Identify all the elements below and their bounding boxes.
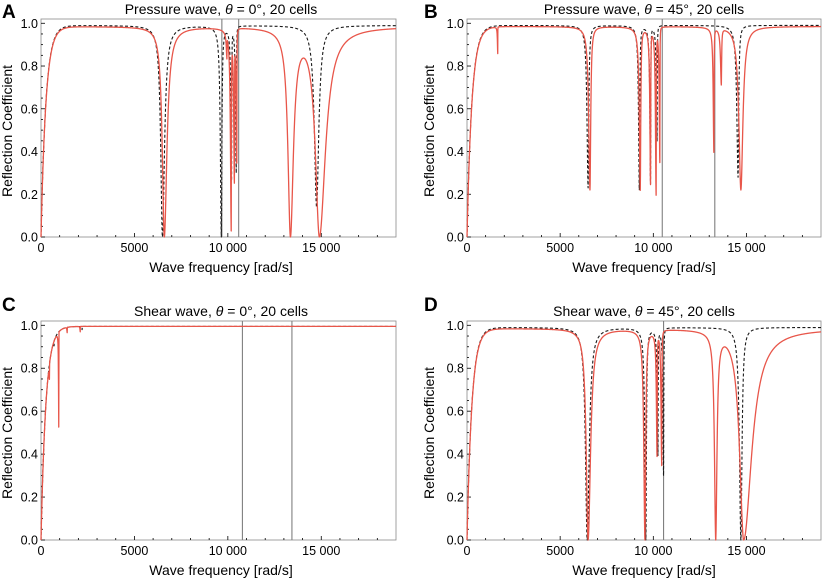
panel-b-xlabel: Wave frequency [rad/s] (572, 259, 715, 275)
y-tick-label: 0.2 (447, 491, 464, 505)
panel-a: A Pressure wave, θ = 0°, 20 cells Wave f… (0, 1, 397, 275)
y-tick-label: 0.2 (447, 188, 464, 202)
x-tick-label: 10 000 (209, 241, 247, 255)
y-tick-label: 0.4 (447, 448, 464, 462)
y-tick-label: 0.2 (21, 491, 38, 505)
y-tick-label: 0.8 (447, 362, 464, 376)
x-tick-label: 15 000 (302, 544, 340, 558)
panel-d-letter: D (424, 295, 438, 316)
y-tick-label: 0.8 (21, 362, 38, 376)
y-tick-label: 1.0 (447, 17, 464, 31)
y-tick-label: 0.0 (447, 231, 464, 245)
panel-d-title: Shear wave, θ = 45°, 20 cells (553, 303, 735, 319)
panel-b-letter: B (424, 2, 438, 23)
y-tick-label: 0.4 (447, 145, 464, 159)
panel-b: B Pressure wave, θ = 45°, 20 cells Wave … (421, 1, 822, 275)
y-tick-label: 0.0 (447, 534, 464, 548)
plot-frame (40, 320, 397, 541)
y-tick-label: 0.6 (447, 102, 464, 116)
x-tick-label: 0 (464, 241, 471, 255)
panel-d-xlabel: Wave frequency [rad/s] (572, 562, 715, 578)
panel-c-title: Shear wave, θ = 0°, 20 cells (134, 303, 308, 319)
panel-d: D Shear wave, θ = 45°, 20 cells Wave fre… (421, 295, 822, 578)
y-tick-label: 0.6 (21, 102, 38, 116)
panel-a-title: Pressure wave, θ = 0°, 20 cells (125, 1, 318, 17)
reference-series-line (466, 24, 822, 238)
x-tick-label: 5000 (546, 544, 574, 558)
panel-b-ylabel: Reflection Coefficient (421, 65, 437, 197)
y-tick-label: 1.0 (21, 17, 38, 31)
x-tick-label: 0 (464, 544, 471, 558)
y-tick-label: 0.6 (447, 405, 464, 419)
x-tick-label: 0 (38, 544, 45, 558)
model-series-line (466, 328, 822, 541)
panel-b-title: Pressure wave, θ = 45°, 20 cells (544, 1, 744, 17)
model-series-line (466, 25, 822, 238)
panel-c: C Shear wave, θ = 0°, 20 cells Wave freq… (0, 295, 397, 578)
x-tick-label: 5000 (546, 241, 574, 255)
reference-series-line (40, 25, 397, 238)
y-tick-label: 0.6 (21, 405, 38, 419)
x-tick-label: 15 000 (727, 241, 765, 255)
model-series-line (40, 26, 397, 238)
x-tick-label: 15 000 (727, 544, 765, 558)
x-tick-label: 15 000 (302, 241, 340, 255)
y-tick-label: 1.0 (447, 319, 464, 333)
y-tick-label: 0.0 (21, 231, 38, 245)
x-tick-label: 10 000 (634, 544, 672, 558)
reference-series-line (466, 326, 822, 541)
y-tick-label: 0.4 (21, 448, 38, 462)
x-tick-label: 10 000 (209, 544, 247, 558)
x-tick-label: 10 000 (634, 241, 672, 255)
panel-d-ylabel: Reflection Coefficient (421, 367, 437, 499)
panel-a-ylabel: Reflection Coefficient (0, 65, 15, 197)
panel-a-xlabel: Wave frequency [rad/s] (149, 259, 292, 275)
plot-frame (466, 320, 822, 541)
x-tick-label: 5000 (121, 544, 149, 558)
x-tick-label: 5000 (121, 241, 149, 255)
x-tick-label: 0 (38, 241, 45, 255)
y-tick-label: 0.4 (21, 145, 38, 159)
y-tick-label: 1.0 (21, 319, 38, 333)
plot-frame (40, 18, 397, 238)
panel-c-letter: C (2, 295, 16, 316)
plot-frame (466, 18, 822, 238)
y-tick-label: 0.8 (447, 60, 464, 74)
reference-series-line (40, 325, 397, 541)
panel-c-xlabel: Wave frequency [rad/s] (149, 562, 292, 578)
panel-a-letter: A (2, 2, 16, 23)
panel-c-ylabel: Reflection Coefficient (0, 367, 15, 499)
y-tick-label: 0.2 (21, 188, 38, 202)
model-series-line (40, 325, 397, 541)
y-tick-label: 0.0 (21, 534, 38, 548)
y-tick-label: 0.8 (21, 60, 38, 74)
